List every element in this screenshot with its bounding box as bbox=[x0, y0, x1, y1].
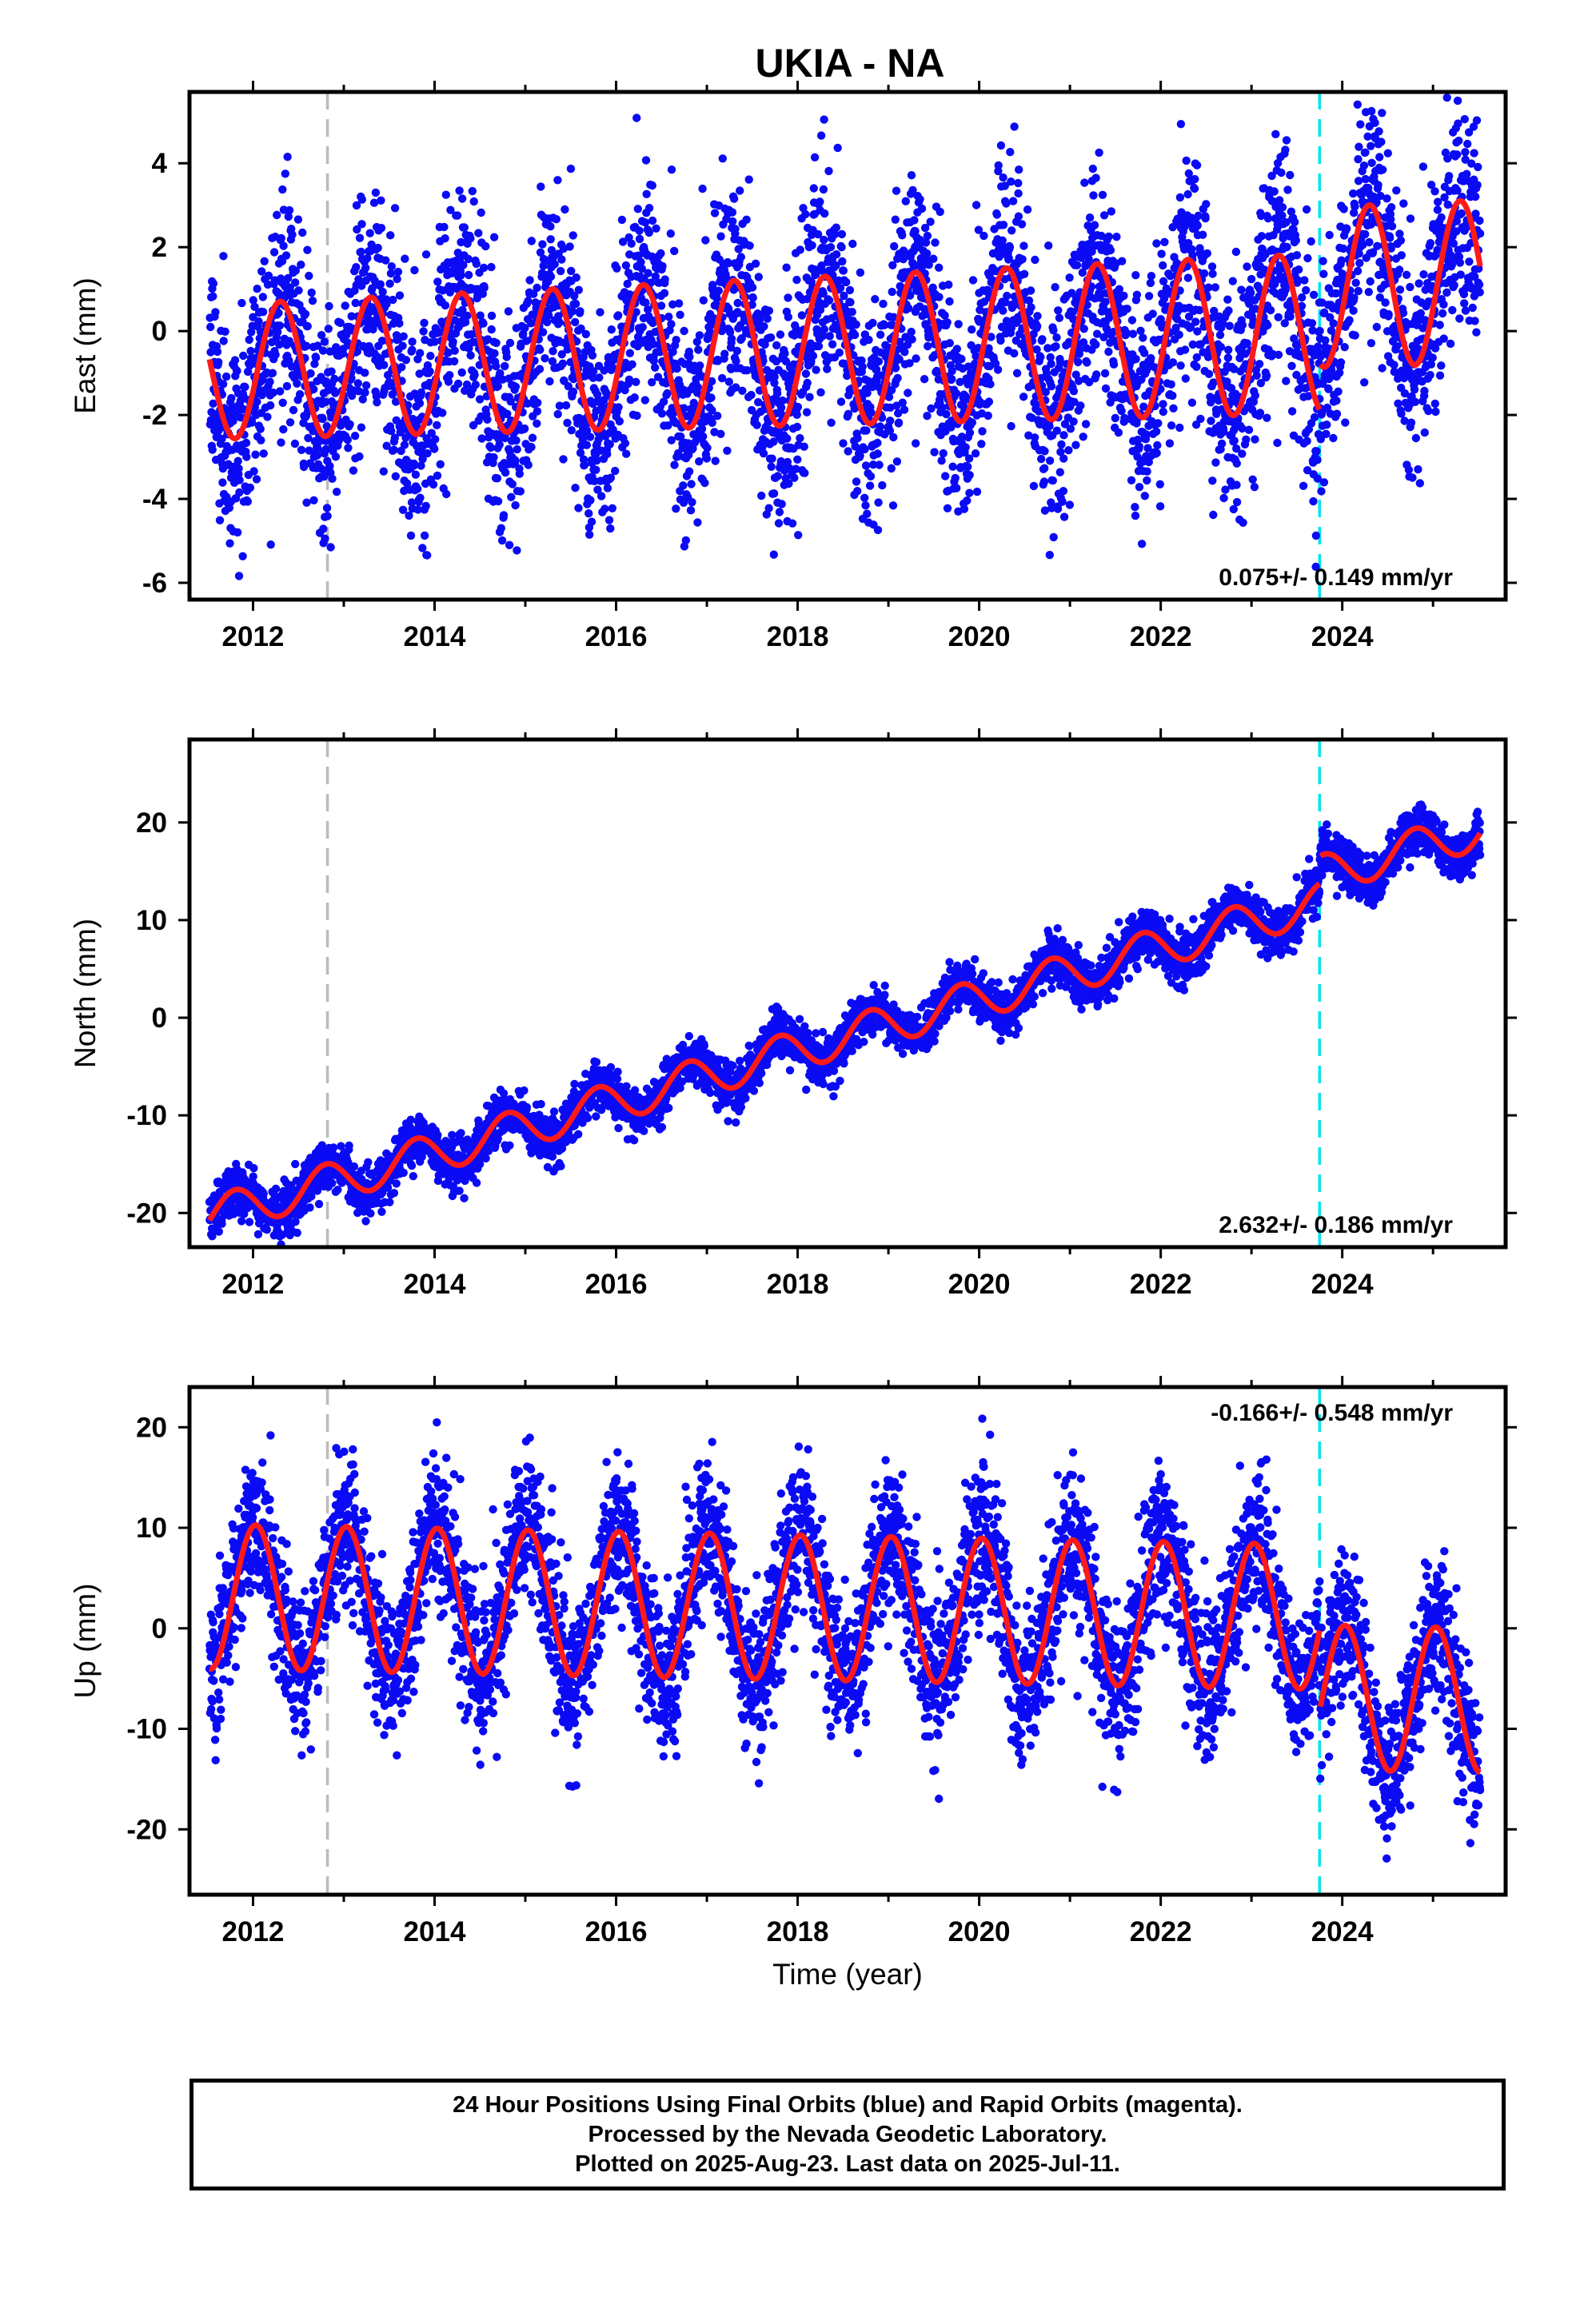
y-tick-label: 4 bbox=[152, 148, 168, 179]
x-tick-label: 2020 bbox=[948, 1916, 1011, 1947]
x-tick-label: 2022 bbox=[1130, 621, 1192, 652]
x-tick-label: 2012 bbox=[222, 1916, 285, 1947]
x-tick-label: 2024 bbox=[1311, 1269, 1374, 1300]
y-axis-label: Up (mm) bbox=[69, 1584, 102, 1699]
x-tick-label: 2024 bbox=[1311, 621, 1374, 652]
velocity-annotation: -0.166+/- 0.548 mm/yr bbox=[1211, 1400, 1453, 1426]
velocity-annotation: 2.632+/- 0.186 mm/yr bbox=[1219, 1212, 1453, 1238]
y-tick-label: 0 bbox=[152, 1003, 167, 1034]
x-tick-label: 2014 bbox=[404, 621, 466, 652]
x-tick-label: 2012 bbox=[222, 621, 285, 652]
x-tick-label: 2018 bbox=[767, 1269, 829, 1300]
figure-title: UKIA - NA bbox=[755, 41, 944, 86]
x-tick-label: 2022 bbox=[1130, 1916, 1192, 1947]
x-tick-label: 2024 bbox=[1311, 1916, 1374, 1947]
panel-north: 2012 2014 2016 2018 2020 2022 2024 -20 -10 0 10 20 N… bbox=[69, 728, 1517, 1300]
x-tick-label: 2018 bbox=[767, 621, 829, 652]
y-tick-label: -10 bbox=[126, 1714, 167, 1745]
y-tick-label: -20 bbox=[126, 1198, 167, 1229]
x-tick-label: 2020 bbox=[948, 1269, 1011, 1300]
x-tick-label: 2012 bbox=[222, 1269, 285, 1300]
plot-area bbox=[205, 739, 1485, 1249]
y-tick-label: 0 bbox=[152, 316, 167, 347]
data-points-up bbox=[205, 1414, 1485, 1863]
x-tick-label: 2016 bbox=[585, 1269, 648, 1300]
panel-east: 2012 2014 2016 2018 2020 2022 2024 -6 -4 -2 0 2 4 Eas… bbox=[69, 44, 1517, 654]
x-tick-label: 2016 bbox=[585, 1916, 648, 1947]
footer-line-orbits: 24 Hour Positions Using Final Orbits (bl… bbox=[453, 2091, 1243, 2120]
x-tick-label: 2018 bbox=[767, 1916, 829, 1947]
data-points-north bbox=[205, 800, 1485, 1249]
y-tick-label: -6 bbox=[142, 568, 167, 599]
footer-line-dates: Plotted on 2025-Aug-23. Last data on 202… bbox=[575, 2150, 1120, 2179]
y-tick-label: -4 bbox=[142, 484, 168, 515]
y-axis-label: East (mm) bbox=[69, 277, 102, 414]
y-tick-label: 20 bbox=[136, 807, 167, 839]
plot-area bbox=[205, 1387, 1485, 1895]
y-tick-label: 0 bbox=[152, 1613, 167, 1644]
x-tick-label: 2014 bbox=[404, 1916, 466, 1947]
y-tick-label: 20 bbox=[136, 1412, 167, 1443]
x-tick-label: 2016 bbox=[585, 621, 648, 652]
x-tick-label: 2014 bbox=[404, 1269, 466, 1300]
y-tick-label: 10 bbox=[136, 905, 167, 936]
x-axis-label: Time (year) bbox=[772, 1958, 923, 1991]
y-tick-label: 2 bbox=[152, 232, 167, 263]
y-tick-label: -2 bbox=[142, 400, 167, 431]
x-tick-label: 2022 bbox=[1130, 1269, 1192, 1300]
y-tick-label: -20 bbox=[126, 1814, 167, 1845]
velocity-annotation: 0.075+/- 0.149 mm/yr bbox=[1219, 564, 1453, 591]
x-tick-label: 2020 bbox=[948, 621, 1011, 652]
y-tick-label: 10 bbox=[136, 1513, 167, 1544]
plot-area bbox=[205, 44, 1484, 654]
y-axis-label: North (mm) bbox=[69, 919, 102, 1068]
panel-up: 2012 2014 2016 2018 2020 2022 2024 -20 -10 0 10 20 U… bbox=[69, 1376, 1517, 1991]
footer-line-processor: Processed by the Nevada Geodetic Laborat… bbox=[589, 2120, 1107, 2150]
footer-caption-box: 24 Hour Positions Using Final Orbits (bl… bbox=[190, 2079, 1506, 2190]
y-tick-label: -10 bbox=[126, 1100, 167, 1131]
